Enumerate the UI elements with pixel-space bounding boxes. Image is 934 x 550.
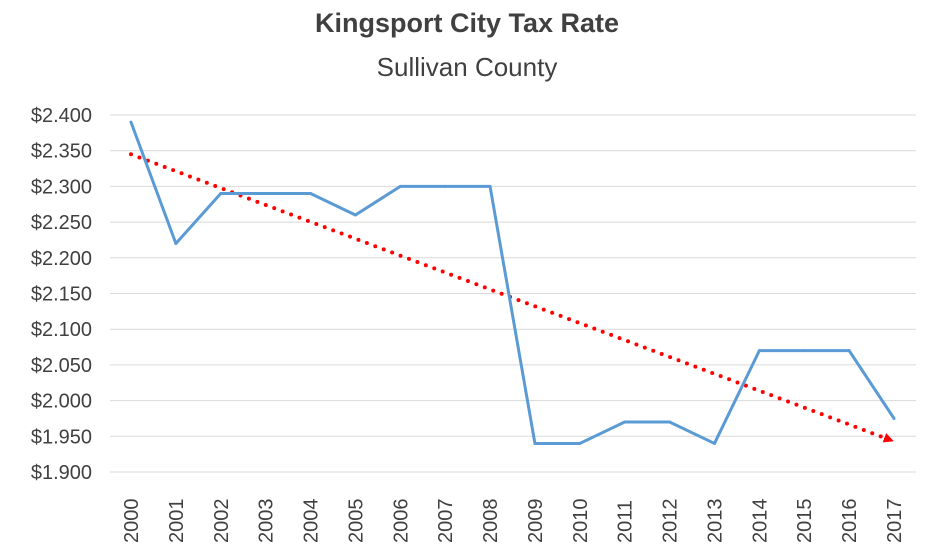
grid-lines xyxy=(110,114,916,473)
x-tick-label: 2009 xyxy=(525,499,547,544)
y-tick-label: $1.950 xyxy=(31,426,92,448)
x-tick-label: 2013 xyxy=(704,499,726,544)
x-tick-label: 2011 xyxy=(615,500,637,543)
y-tick-label: $2.150 xyxy=(31,284,92,306)
y-tick-label: $2.000 xyxy=(31,391,92,413)
data-point xyxy=(533,441,537,445)
y-tick-label: $2.300 xyxy=(31,176,92,198)
x-tick-label: 2001 xyxy=(166,499,188,544)
data-point xyxy=(353,213,357,217)
x-tick-label: 2003 xyxy=(256,499,278,544)
data-point xyxy=(219,192,223,196)
x-tick-label: 2015 xyxy=(794,499,816,544)
data-point xyxy=(802,349,806,353)
chart-title: Kingsport City Tax Rate xyxy=(314,8,620,38)
chart-subtitle: Sullivan County xyxy=(376,52,558,82)
data-point xyxy=(847,349,851,353)
y-tick-label: $2.250 xyxy=(31,212,92,234)
data-point xyxy=(668,420,672,424)
data-point xyxy=(712,441,716,445)
data-point xyxy=(578,441,582,445)
y-tick-label: $2.100 xyxy=(31,319,92,341)
data-point xyxy=(443,184,447,188)
data-point xyxy=(757,349,761,353)
data-point xyxy=(309,192,313,196)
data-point xyxy=(398,184,402,188)
series-line xyxy=(129,121,896,445)
series-lines xyxy=(129,120,896,445)
x-tick-label: 2008 xyxy=(480,499,502,544)
y-tick-label: $2.400 xyxy=(31,105,92,127)
x-tick-label: 2006 xyxy=(390,499,412,544)
x-tick-label: 2004 xyxy=(301,499,323,544)
data-point xyxy=(488,184,492,188)
x-tick-label: 2005 xyxy=(345,499,367,544)
data-point xyxy=(129,120,133,124)
y-tick-label: $1.900 xyxy=(31,462,92,484)
data-point xyxy=(892,416,896,420)
y-tick-label: $2.050 xyxy=(31,355,92,377)
x-tick-label: 2002 xyxy=(211,499,233,544)
x-tick-label: 2000 xyxy=(121,499,143,544)
data-point xyxy=(264,192,268,196)
data-point xyxy=(623,420,627,424)
x-axis-tick-labels: 2000 2001 2002 2003 2004 2005 2006 2007 2008 2009… xyxy=(121,499,906,544)
x-tick-label: 2010 xyxy=(570,499,592,544)
y-tick-label: $2.350 xyxy=(31,141,92,163)
x-tick-label: 2016 xyxy=(839,499,861,544)
y-tick-label: $2.200 xyxy=(31,248,92,270)
x-tick-label: 2012 xyxy=(660,499,682,544)
x-tick-label: 2014 xyxy=(749,499,771,544)
y-axis-tick-labels: $2.400 $2.350 $2.300 $2.250 $2.200 $2.150 $2.1… xyxy=(31,105,92,484)
x-tick-label: 2017 xyxy=(884,499,906,544)
x-tick-label: 2007 xyxy=(435,499,457,544)
data-point xyxy=(174,242,178,246)
